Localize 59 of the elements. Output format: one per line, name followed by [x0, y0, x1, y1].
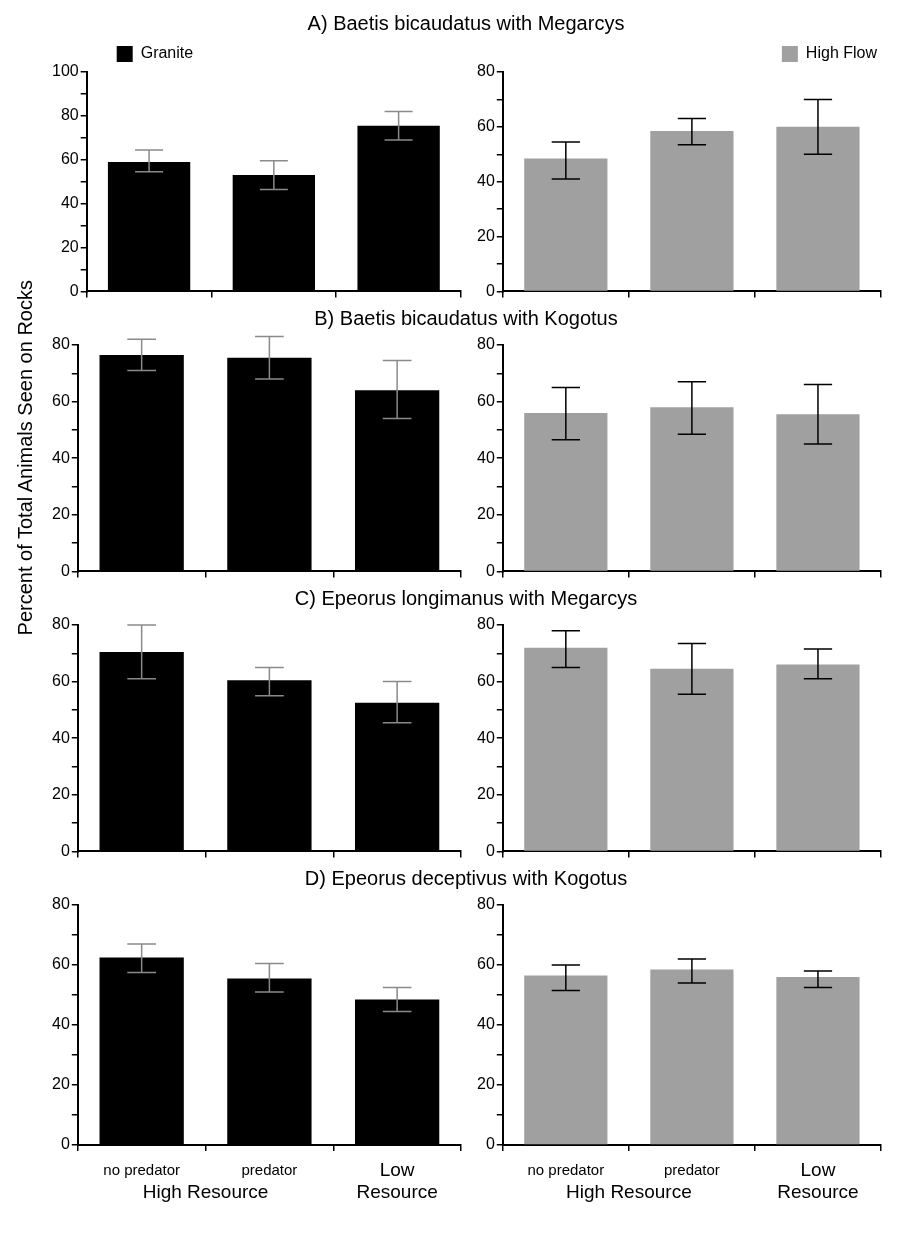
- y-tick-label: 60: [477, 117, 495, 135]
- y-tick-label: 80: [477, 62, 495, 80]
- y-tick-label: 40: [477, 448, 495, 466]
- y-tick-label: 60: [60, 150, 79, 168]
- y-tick-label: 40: [477, 172, 495, 190]
- y-tick-label: 80: [477, 335, 495, 353]
- chart-title: C) Epeorus longimanus with Megarcys: [293, 586, 639, 611]
- legend-label: Granite: [140, 44, 194, 62]
- y-tick-label: 60: [52, 392, 70, 410]
- y-tick-label: 80: [52, 895, 70, 913]
- y-tick-label: 80: [477, 895, 495, 913]
- chart-title: A) Baetis bicaudatus with Megarcys: [306, 11, 626, 36]
- x-tick-label: Low Resource: [356, 1158, 438, 1202]
- y-tick-label: 60: [477, 955, 495, 973]
- y-tick-label: 0: [60, 841, 70, 859]
- x-tick-label: predator: [663, 1160, 720, 1178]
- y-tick-label: 0: [69, 281, 79, 299]
- y-tick-label: 60: [477, 392, 495, 410]
- y-tick-label: 40: [52, 1015, 70, 1033]
- y-tick-label: 20: [477, 1075, 495, 1093]
- y-tick-label: 20: [477, 785, 495, 803]
- y-tick-label: 0: [485, 561, 495, 579]
- y-tick-label: 0: [485, 841, 495, 859]
- y-tick-label: 80: [60, 106, 79, 124]
- chart-title: B) Baetis bicaudatus with Kogotus: [313, 306, 619, 331]
- x-tick-label: no predator: [103, 1160, 181, 1178]
- bar: [650, 668, 734, 851]
- y-tick-label: 20: [52, 1075, 70, 1093]
- y-tick-label: 60: [477, 672, 495, 690]
- y-tick-label: 80: [52, 335, 70, 353]
- x-axis-title: High Resource: [142, 1180, 269, 1202]
- y-tick-label: 40: [52, 728, 70, 746]
- y-tick-label: 40: [477, 728, 495, 746]
- y-tick-label: 0: [485, 1135, 495, 1153]
- y-tick-label: 20: [52, 785, 70, 803]
- y-tick-label: 60: [52, 955, 70, 973]
- y-tick-label: 40: [477, 1015, 495, 1033]
- y-tick-label: 20: [477, 505, 495, 523]
- y-tick-label: 20: [60, 237, 79, 255]
- y-tick-label: 40: [60, 194, 79, 212]
- y-tick-label: 20: [52, 505, 70, 523]
- y-tick-label: 0: [60, 1135, 70, 1153]
- y-tick-label: 80: [52, 615, 70, 633]
- x-tick-label: Low Resource: [777, 1158, 859, 1202]
- y-tick-label: 100: [51, 62, 79, 80]
- y-tick-label: 80: [477, 615, 495, 633]
- x-axis-title: High Resource: [566, 1180, 692, 1202]
- y-axis-title: Percent of Total Animals Seen on Rocks: [13, 280, 37, 636]
- y-tick-label: 20: [477, 226, 495, 244]
- x-tick-label: no predator: [527, 1160, 605, 1178]
- y-tick-label: 0: [60, 561, 70, 579]
- legend-label: High Flow: [805, 44, 878, 62]
- chart-title: D) Epeorus deceptivus with Kogotus: [303, 866, 629, 891]
- y-tick-label: 0: [485, 281, 495, 299]
- y-tick-label: 40: [52, 448, 70, 466]
- bar: [524, 647, 608, 851]
- y-tick-label: 60: [52, 672, 70, 690]
- bar: [776, 664, 860, 851]
- x-tick-label: predator: [241, 1160, 298, 1178]
